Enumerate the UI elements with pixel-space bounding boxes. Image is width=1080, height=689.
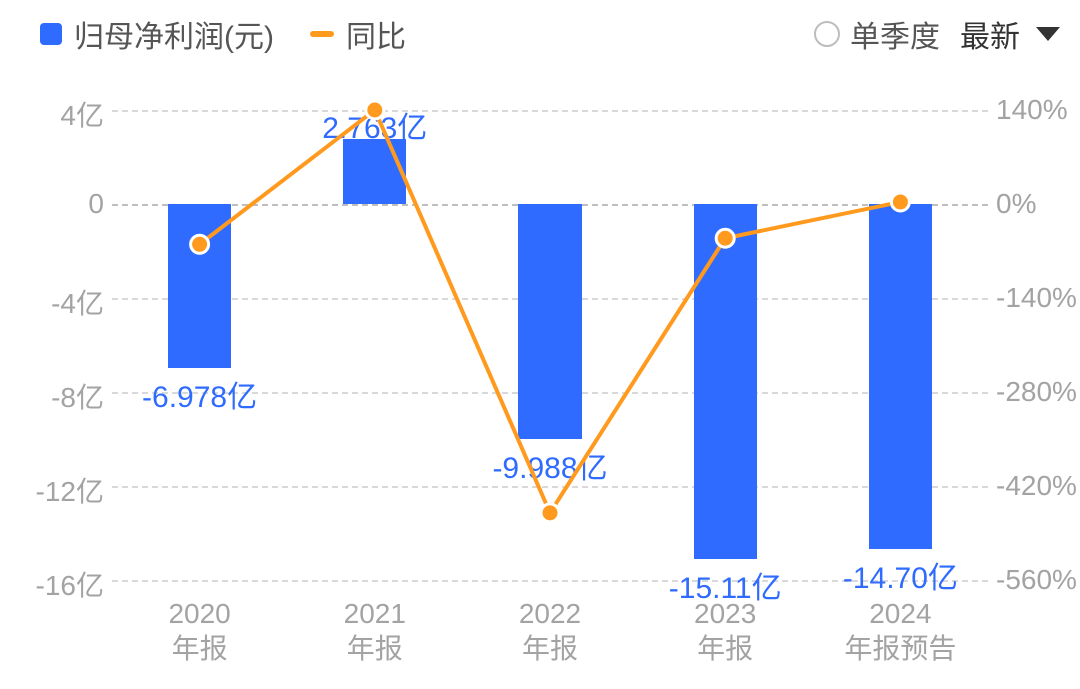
- y-axis-left-tick: 0: [88, 188, 104, 220]
- y-axis-right-tick: -420%: [996, 470, 1077, 502]
- bar-value-label: 2.763亿: [267, 103, 482, 147]
- gridline: [112, 110, 988, 112]
- y-axis-right-tick: 140%: [996, 94, 1068, 126]
- y-axis-left-tick: -12亿: [36, 470, 104, 510]
- bar: [694, 204, 757, 559]
- x-axis-category: 2023年报: [638, 596, 813, 666]
- line-marker: [541, 504, 559, 522]
- bar: [343, 139, 406, 204]
- bar: [168, 204, 231, 368]
- x-axis-category: 2021年报: [287, 596, 462, 666]
- x-axis-category: 2020年报: [112, 596, 287, 666]
- y-axis-left-tick: -16亿: [36, 564, 104, 604]
- y-axis-left-tick: 4亿: [60, 94, 104, 134]
- y-axis-right-tick: 0%: [996, 188, 1036, 220]
- bar-value-label: -14.70亿: [793, 553, 1008, 597]
- chart-root: 归母净利润(元) 同比 单季度 最新 4亿140%00%-4亿-140%-8亿-…: [0, 0, 1080, 689]
- bar: [518, 204, 581, 439]
- y-axis-left-tick: -4亿: [51, 282, 104, 322]
- bar-value-label: -6.978亿: [92, 372, 307, 416]
- bar-value-label: -9.988亿: [442, 443, 657, 487]
- y-axis-right-tick: -140%: [996, 282, 1077, 314]
- bar: [869, 204, 932, 549]
- x-axis-category: 2024年报预告: [813, 596, 988, 666]
- y-axis-right-tick: -560%: [996, 564, 1077, 596]
- y-axis-right-tick: -280%: [996, 376, 1077, 408]
- x-axis-category: 2022年报: [462, 596, 637, 666]
- chart-canvas: 4亿140%00%-4亿-140%-8亿-280%-12亿-420%-16亿-5…: [0, 0, 1080, 689]
